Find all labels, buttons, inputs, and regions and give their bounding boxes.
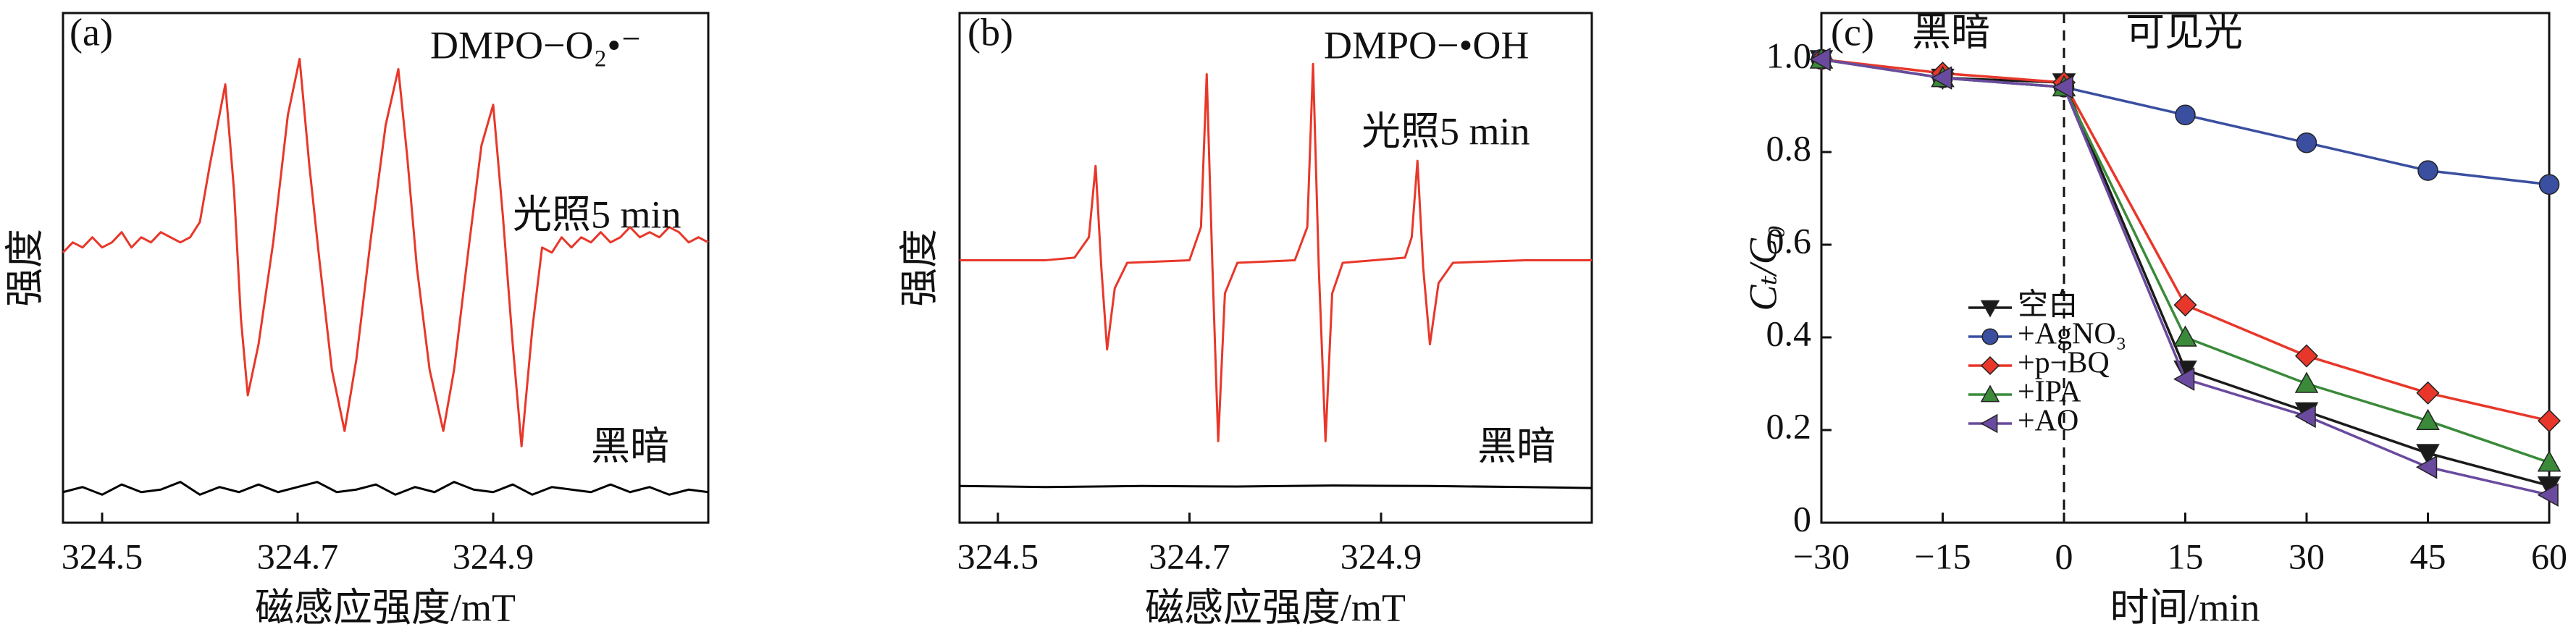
x-tick-label: 324.9	[453, 536, 534, 576]
data-point	[2537, 483, 2559, 507]
data-point	[2294, 371, 2319, 393]
data-point	[1930, 66, 1952, 90]
data-point	[2538, 174, 2560, 195]
x-tick-label: −15	[1914, 536, 1971, 576]
x-axis-label: 磁感应强度/mT	[1145, 586, 1406, 629]
legend-label: 空白	[2018, 288, 2078, 322]
data-point	[2294, 404, 2316, 429]
x-tick-label: 0	[2055, 536, 2073, 576]
series-line	[959, 484, 1593, 489]
annotation: 黑暗	[1912, 10, 1990, 54]
data-point	[2052, 75, 2073, 99]
y-tick-label: 0.8	[1766, 127, 1812, 168]
y-axis-label: Cₜ/C₀	[1741, 224, 1784, 311]
data-point	[1809, 47, 1831, 72]
data-point	[2173, 293, 2197, 317]
series-label: 黑暗	[591, 424, 669, 468]
data-point	[2416, 381, 2440, 405]
x-tick-label: 324.7	[1149, 536, 1230, 576]
panel-title: DMPO−O₂•⁻	[430, 23, 642, 67]
x-tick-label: 30	[2288, 536, 2325, 576]
panel-title: DMPO−•OH	[1324, 23, 1529, 67]
data-point	[2173, 367, 2195, 391]
legend-marker	[1981, 328, 1999, 345]
panel-label: (a)	[70, 10, 113, 54]
y-tick-label: 0.6	[1766, 220, 1812, 261]
x-axis-label: 时间/min	[2110, 586, 2260, 629]
legend-label: +IPA	[2018, 376, 2081, 409]
y-tick-label: 0.2	[1766, 405, 1812, 446]
y-tick-label: 1.0	[1766, 35, 1812, 75]
legend-label: +AgNO₃	[2018, 318, 2126, 351]
y-tick-label: 0	[1793, 498, 1811, 539]
series-label: 光照5 min	[1362, 109, 1530, 153]
legend-label: +p−BQ	[2018, 347, 2110, 380]
data-point	[2537, 450, 2562, 472]
series-line	[960, 62, 1592, 442]
plot-frame	[958, 12, 1593, 524]
legend-marker	[1980, 384, 2000, 403]
data-point	[2415, 455, 2438, 479]
data-point	[2173, 325, 2197, 347]
panel-label: (c)	[1831, 10, 1874, 54]
x-tick-label: 324.9	[1341, 536, 1422, 576]
series-line	[62, 481, 709, 496]
x-tick-label: 324.5	[62, 536, 143, 576]
x-tick-label: 324.5	[957, 536, 1039, 576]
panel-label: (b)	[968, 10, 1013, 54]
x-tick-label: 45	[2410, 536, 2446, 576]
x-tick-label: −30	[1793, 536, 1850, 576]
data-point	[2417, 160, 2438, 181]
series-label: 黑暗	[1477, 424, 1556, 468]
x-tick-label: 15	[2168, 536, 2204, 576]
data-point	[2416, 444, 2440, 466]
data-point	[2537, 409, 2562, 433]
plot-frame	[1820, 12, 2551, 524]
legend-label: +AO	[2018, 405, 2078, 438]
legend-marker	[1980, 413, 1998, 434]
x-axis-label: 磁感应强度/mT	[255, 586, 516, 629]
x-tick-label: 60	[2531, 536, 2567, 576]
data-point	[2175, 104, 2196, 126]
data-point	[2416, 408, 2440, 430]
plot-frame	[62, 12, 710, 524]
legend-marker	[1980, 355, 2000, 376]
y-tick-label: 0.4	[1766, 313, 1812, 353]
series-line	[62, 57, 709, 447]
data-point	[2294, 344, 2319, 368]
series-label: 光照5 min	[513, 193, 681, 236]
y-axis-label: 强度	[897, 229, 941, 307]
x-tick-label: 324.7	[257, 536, 339, 576]
y-axis-label: 强度	[3, 229, 46, 307]
legend-marker	[1980, 300, 2000, 318]
data-point	[2296, 132, 2317, 153]
annotation: 可见光	[2126, 10, 2243, 54]
